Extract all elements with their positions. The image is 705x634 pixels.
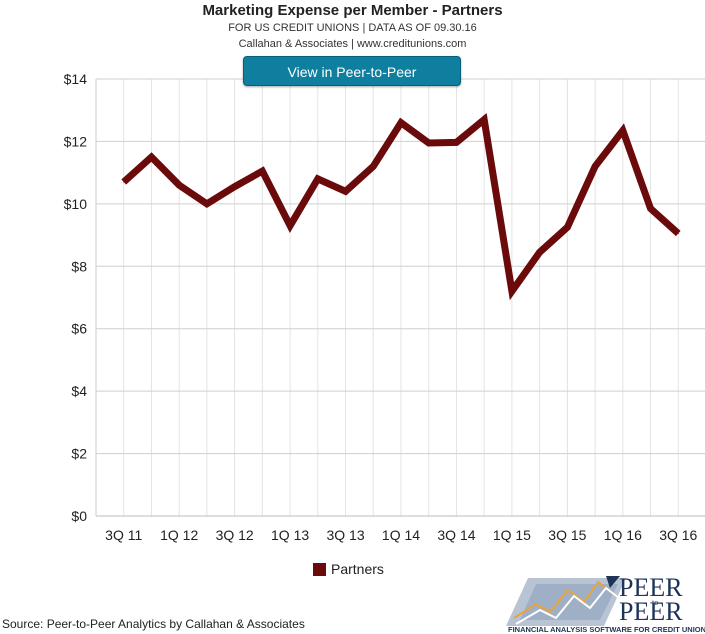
- y-tick-label: $2: [71, 446, 87, 462]
- x-tick-label: 1Q 12: [160, 527, 198, 543]
- x-tick-label: 3Q 14: [437, 527, 475, 543]
- data-point: [261, 170, 263, 172]
- data-point: [428, 142, 430, 144]
- x-axis: 3Q 11 1Q 12 3Q 12 1Q 13 3Q 13 1Q 14 3Q 14 1Q 15…: [105, 527, 697, 543]
- series-layer: [121, 113, 681, 301]
- data-point: [539, 251, 541, 253]
- chart-title: Marketing Expense per Member - Partners: [202, 2, 503, 19]
- data-point: [206, 203, 208, 205]
- chart-attribution: Callahan & Associates | www.creditunions…: [238, 38, 467, 50]
- y-tick-label: $6: [71, 321, 87, 337]
- data-point: [178, 184, 180, 186]
- y-tick-label: $12: [64, 133, 88, 149]
- peer-to-peer-logo: PEER to PEER FINANCIAL ANALYSIS SOFTWARE…: [506, 574, 705, 634]
- y-tick-label: $10: [64, 196, 88, 212]
- x-tick-label: 1Q 16: [604, 527, 642, 543]
- x-tick-label: 3Q 15: [548, 527, 586, 543]
- logo-tagline: FINANCIAL ANALYSIS SOFTWARE FOR CREDIT U…: [508, 625, 705, 634]
- y-tick-label: $8: [71, 258, 87, 274]
- legend-item-partners[interactable]: Partners: [313, 561, 384, 577]
- data-point: [123, 181, 125, 183]
- data-point: [317, 178, 319, 180]
- data-point: [622, 130, 624, 132]
- x-tick-label: 1Q 15: [493, 527, 531, 543]
- y-tick-label: $14: [64, 71, 88, 87]
- legend-label: Partners: [331, 561, 384, 577]
- y-tick-label: $4: [71, 383, 87, 399]
- data-point: [566, 226, 568, 228]
- x-tick-label: 1Q 13: [271, 527, 309, 543]
- logo-word-peer-top: PEER: [619, 574, 683, 602]
- line-chart: $0 $2 $4 $6 $8 $10 $12 $14 3Q 11 1Q 12 3Q 12 1Q 13…: [64, 71, 705, 543]
- grid: [95, 78, 705, 517]
- data-point: [372, 165, 374, 167]
- data-point: [234, 186, 236, 188]
- x-tick-label: 3Q 11: [105, 527, 142, 543]
- x-tick-label: 3Q 16: [659, 527, 697, 543]
- data-point: [677, 233, 679, 235]
- data-point: [650, 208, 652, 210]
- logo-word-peer-bottom: PEER: [619, 597, 683, 626]
- data-point: [594, 165, 596, 167]
- chart-subtitle: FOR US CREDIT UNIONS | DATA AS OF 09.30.…: [228, 22, 477, 34]
- y-axis: $0 $2 $4 $6 $8 $10 $12 $14: [64, 71, 88, 524]
- data-point: [400, 122, 402, 124]
- data-point: [455, 141, 457, 143]
- logo-word-to: to: [652, 598, 658, 607]
- y-tick-label: $0: [71, 508, 87, 524]
- x-tick-label: 3Q 13: [326, 527, 364, 543]
- x-tick-label: 3Q 12: [216, 527, 254, 543]
- data-point: [150, 156, 152, 158]
- data-point: [289, 225, 291, 227]
- view-in-peer-to-peer-button[interactable]: View in Peer-to-Peer: [243, 56, 461, 86]
- data-point: [511, 290, 513, 292]
- x-tick-label: 1Q 14: [382, 527, 420, 543]
- source-note: Source: Peer-to-Peer Analytics by Callah…: [2, 617, 305, 631]
- legend-swatch: [313, 563, 326, 576]
- data-point: [345, 190, 347, 192]
- data-point: [483, 119, 485, 121]
